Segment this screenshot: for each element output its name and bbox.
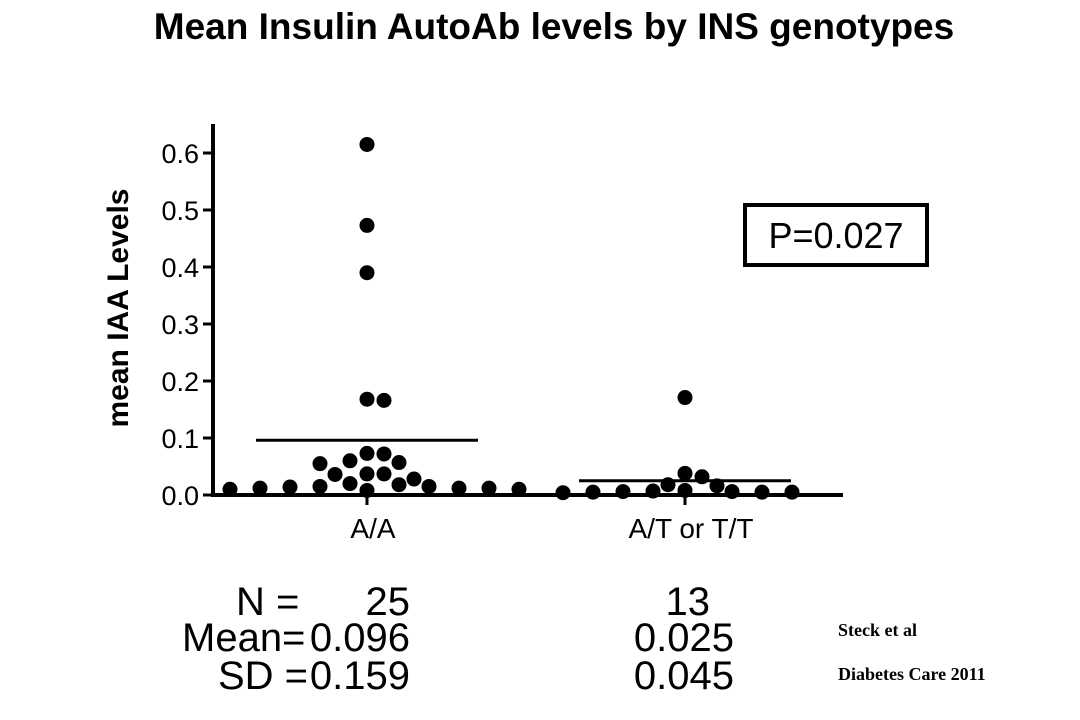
data-point <box>511 481 527 497</box>
citation-journal: Diabetes Care 2011 <box>838 664 986 684</box>
data-point <box>342 453 358 469</box>
data-point <box>585 484 601 500</box>
data-point <box>359 217 375 233</box>
data-point <box>645 483 661 499</box>
data-point <box>677 482 693 498</box>
y-axis-label: mean IAA Levels <box>102 189 135 428</box>
data-point <box>312 478 328 494</box>
data-point <box>359 482 375 498</box>
y-tick-label: 0.3 <box>161 310 199 340</box>
data-point <box>555 485 571 501</box>
stat-mean-aa: 0.096 <box>309 616 410 660</box>
y-tick-label: 0.0 <box>161 481 199 511</box>
stat-sd-at: 0.045 <box>633 654 734 698</box>
data-point <box>252 480 268 496</box>
p-value-box <box>743 203 929 267</box>
stat-sd-aa: 0.159 <box>309 654 410 698</box>
data-point <box>421 478 437 494</box>
data-point <box>359 136 375 152</box>
y-tick-label: 0.6 <box>161 139 199 169</box>
data-point <box>451 480 467 496</box>
data-point <box>406 471 422 487</box>
data-point <box>615 484 631 500</box>
data-point <box>677 465 693 481</box>
chart-title: Mean Insulin AutoAb levels by INS genoty… <box>153 6 955 47</box>
citation-authors: Steck et al <box>838 620 917 640</box>
axes: 0.0 0.1 0.2 0.3 0.4 0.5 0.6 A/A A/T or T/T <box>161 124 843 544</box>
stat-n-at: 13 <box>665 580 711 624</box>
stat-label-n: N = <box>236 580 300 624</box>
p-value-annotation: P=0.027 <box>768 215 903 256</box>
y-tick-label: 0.2 <box>161 367 199 397</box>
x-tick-label: A/T or T/T <box>629 513 754 544</box>
data-point <box>391 455 407 471</box>
data-point <box>784 484 800 500</box>
data-point <box>327 466 343 482</box>
y-tick-label: 0.1 <box>161 424 199 454</box>
data-point <box>391 477 407 493</box>
y-tick-label: 0.5 <box>161 196 199 226</box>
data-point <box>376 392 392 408</box>
data-point <box>359 391 375 407</box>
data-point <box>376 446 392 462</box>
data-point <box>282 479 298 495</box>
data-point <box>754 484 770 500</box>
data-point <box>694 469 710 485</box>
stat-label-sd: SD = <box>218 654 309 698</box>
data-point <box>359 466 375 482</box>
data-point <box>660 477 676 493</box>
data-point <box>481 480 497 496</box>
data-point <box>312 456 328 472</box>
x-tick-label: A/A <box>350 513 395 544</box>
data-point <box>709 478 725 494</box>
data-point <box>724 484 740 500</box>
y-tick-label: 0.4 <box>161 253 199 283</box>
stat-mean-at: 0.025 <box>633 616 734 660</box>
data-point <box>677 390 693 406</box>
data-point <box>376 466 392 482</box>
stat-n-aa: 25 <box>365 580 411 624</box>
data-point <box>359 445 375 461</box>
data-point <box>359 265 375 281</box>
data-marks <box>222 136 800 501</box>
stat-label-mean: Mean= <box>182 616 306 660</box>
data-point <box>222 481 238 497</box>
data-point <box>342 476 358 492</box>
